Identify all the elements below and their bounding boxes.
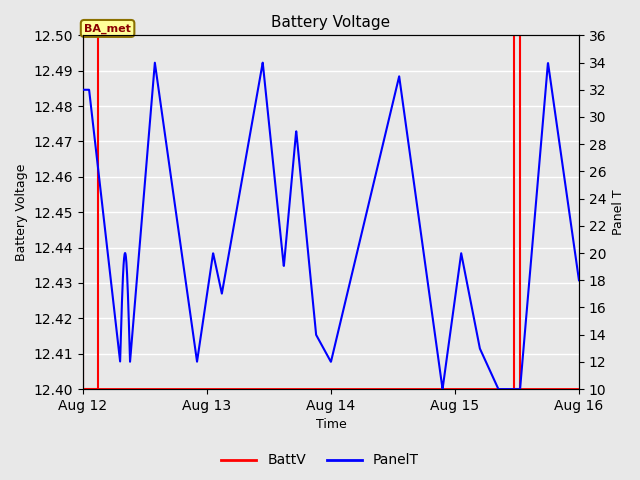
Bar <box>83 36 99 389</box>
Y-axis label: Battery Voltage: Battery Voltage <box>15 164 28 261</box>
Legend: BattV, PanelT: BattV, PanelT <box>216 448 424 473</box>
X-axis label: Time: Time <box>316 419 346 432</box>
Y-axis label: Panel T: Panel T <box>612 190 625 235</box>
Title: Battery Voltage: Battery Voltage <box>271 15 390 30</box>
Text: BA_met: BA_met <box>84 24 131 34</box>
Bar <box>514 36 520 389</box>
